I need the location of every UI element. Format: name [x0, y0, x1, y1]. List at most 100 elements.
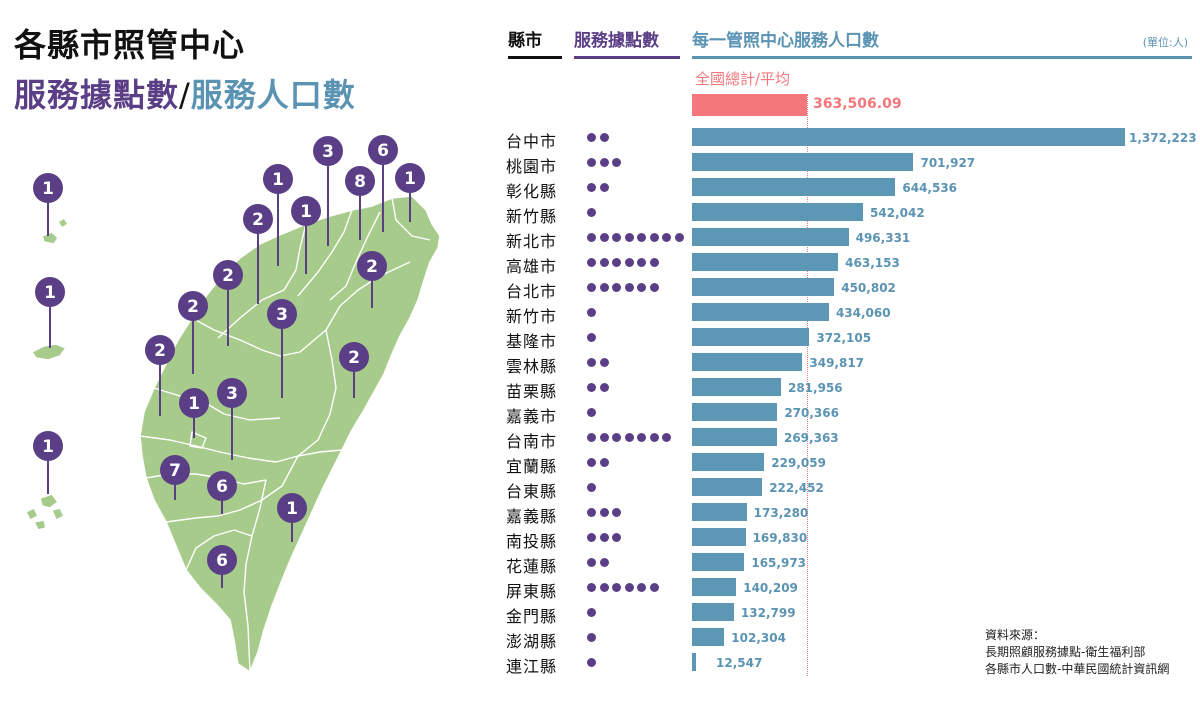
service-point-dot	[587, 233, 596, 242]
population-bar	[692, 528, 746, 546]
population-value-label: 222,452	[769, 481, 824, 495]
population-value-label: 165,973	[751, 556, 807, 570]
source-line-2: 各縣市人口數-中華民國統計資訊網	[985, 662, 1170, 676]
service-point-dot	[587, 333, 596, 342]
county-label: 新竹縣	[506, 207, 558, 226]
population-value-label: 434,060	[835, 306, 891, 320]
county-label: 花蓮縣	[506, 557, 558, 576]
population-value-label: 102,304	[731, 631, 786, 645]
matsu-island-a	[41, 231, 59, 245]
population-value-label: 349,817	[809, 356, 865, 370]
service-point-dot	[612, 583, 621, 592]
map-pin-miaoli: 2	[243, 204, 273, 304]
service-point-dot	[587, 258, 596, 267]
chart-row: 嘉義市 270,366	[0, 400, 1200, 426]
map-pin-circle	[207, 471, 237, 501]
map-pin-circle	[179, 388, 209, 418]
subtitle-points: 服務據點數	[14, 76, 180, 114]
service-point-dot	[587, 208, 596, 217]
population-value-label: 12,547	[716, 656, 763, 670]
map-pin-circle	[345, 166, 375, 196]
population-value-label: 132,799	[740, 606, 796, 620]
chart-row: 澎湖縣 102,304	[0, 625, 1200, 651]
map-pin-label: 2	[222, 266, 234, 286]
population-bar	[692, 478, 763, 496]
penghu-island-b	[51, 507, 65, 521]
service-point-dot	[612, 158, 621, 167]
national-average-value: 363,506.09	[813, 96, 902, 112]
map-pin-circle	[395, 163, 425, 193]
map-pin-new-taipei: 8	[345, 166, 375, 240]
population-value-label: 701,927	[920, 156, 976, 170]
county-label: 新北市	[506, 232, 558, 251]
map-pin-hsinchu-city: 1	[263, 164, 293, 266]
population-value-label: 496,331	[855, 231, 911, 245]
county-label: 金門縣	[506, 607, 558, 626]
service-point-dot	[599, 433, 609, 442]
service-point-dot	[649, 233, 659, 242]
chart-row: 新北市 496,331	[0, 225, 1200, 251]
chart-row: 基隆市 372,105	[0, 325, 1200, 351]
chart-row: 花蓮縣 165,973	[0, 550, 1200, 576]
map-pin-circle	[145, 335, 175, 365]
map-pin-label: 6	[216, 477, 228, 497]
map-pin-label: 1	[44, 283, 56, 303]
service-point-dot	[599, 158, 609, 167]
population-bar	[692, 128, 1125, 146]
population-value-label: 270,366	[784, 406, 839, 420]
subtitle-population: 服務人口數	[190, 76, 356, 114]
map-pin-circle	[178, 291, 208, 321]
service-point-dot	[587, 383, 596, 392]
county-label: 南投縣	[506, 532, 558, 551]
service-point-dot	[624, 283, 634, 292]
population-bar	[692, 228, 849, 246]
map-pin-tainan: 7	[160, 455, 190, 500]
service-point-dot	[599, 183, 609, 192]
penghu-island-a	[39, 493, 59, 509]
chart-row: 台東縣 222,452	[0, 475, 1200, 501]
map-pin-label: 2	[154, 341, 166, 361]
average-reference-line	[806, 94, 808, 676]
service-point-dot	[599, 458, 609, 467]
population-bar	[692, 553, 745, 571]
map-pin-taipei: 6	[368, 135, 398, 232]
population-bar	[692, 278, 835, 296]
page-subtitle: 服務據點數/服務人口數	[14, 70, 356, 116]
header-county: 縣市	[508, 26, 562, 59]
map-pin-circle	[243, 204, 273, 234]
chart-row: 連江縣 12,547	[0, 650, 1200, 676]
service-point-dot	[637, 583, 646, 592]
service-point-dot	[612, 433, 621, 442]
county-label: 苗栗縣	[506, 382, 558, 401]
chart-row: 新竹市 434,060	[0, 300, 1200, 326]
service-point-dot	[637, 258, 646, 267]
service-point-dot	[587, 283, 596, 292]
service-point-dot	[599, 133, 609, 142]
map-pin-label: 1	[404, 169, 416, 189]
map-pin-label: 8	[354, 172, 366, 192]
service-point-dot	[587, 433, 596, 442]
map-pin-circle	[313, 136, 343, 166]
service-point-dot	[674, 233, 684, 242]
service-point-dots	[587, 658, 600, 668]
map-pin-matsu: 1	[33, 173, 63, 236]
map-pin-circle	[277, 493, 307, 523]
map-pin-label: 1	[300, 202, 312, 222]
county-label: 台中市	[506, 132, 558, 151]
map-pin-circle	[207, 545, 237, 575]
map-pin-circle	[33, 173, 63, 203]
service-point-dots	[587, 583, 662, 593]
population-bar	[692, 428, 777, 446]
map-pin-label: 1	[188, 394, 200, 414]
service-point-dot	[649, 433, 659, 442]
service-point-dot	[587, 133, 596, 142]
population-value-label: 644,536	[902, 181, 958, 195]
service-point-dots	[587, 458, 612, 468]
population-value-label: 173,280	[753, 506, 809, 520]
service-point-dot	[612, 283, 621, 292]
chart-row: 台南市 269,363	[0, 425, 1200, 451]
population-bar	[692, 503, 747, 521]
service-point-dot	[587, 183, 596, 192]
